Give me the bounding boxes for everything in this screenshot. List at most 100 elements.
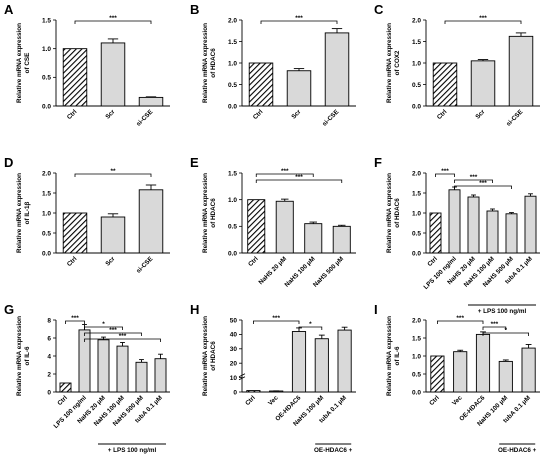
y-tick-label: 0.5 bbox=[412, 371, 421, 378]
significance-bracket bbox=[84, 338, 161, 342]
y-tick-label: 1.0 bbox=[228, 197, 237, 204]
y-axis-label: Relative mRNA expression of HDAC6 bbox=[202, 173, 217, 253]
significance-label: *** bbox=[272, 315, 280, 322]
y-tick-label: 1.0 bbox=[412, 60, 421, 67]
significance-label: *** bbox=[479, 180, 487, 187]
bar bbox=[62, 48, 88, 107]
x-tick-label: Vec bbox=[451, 394, 464, 407]
y-tick-label: 1.5 bbox=[412, 335, 421, 342]
panel-letter: C bbox=[374, 2, 384, 17]
y-axis-label: Relative mRNA expression of IL-6 bbox=[386, 316, 401, 396]
y-axis-label-line: of IL-6 bbox=[394, 346, 401, 365]
y-tick-label: 4 bbox=[47, 353, 51, 360]
significance-label: *** bbox=[295, 15, 303, 22]
significance-bracket bbox=[74, 20, 152, 24]
y-axis-label-line: Relative mRNA expression bbox=[202, 23, 209, 103]
x-tick-label: Ctrl bbox=[66, 255, 79, 268]
significance-bracket bbox=[298, 326, 323, 330]
bar bbox=[429, 212, 442, 254]
x-tick-label: Ctrl bbox=[252, 108, 265, 121]
y-tick-label: 1.0 bbox=[42, 210, 51, 217]
x-tick-label: Ctrl bbox=[244, 394, 257, 407]
bar bbox=[97, 339, 110, 393]
y-axis-label-line: of COX2 bbox=[394, 50, 401, 75]
significance-label: *** bbox=[479, 15, 487, 22]
x-tick-label: Ctrl bbox=[66, 108, 79, 121]
significance-label: *** bbox=[441, 168, 449, 175]
significance-bracket bbox=[454, 179, 493, 183]
y-tick-label: 8 bbox=[47, 317, 51, 324]
x-tick-label: si-CSE bbox=[135, 108, 154, 127]
bar bbox=[246, 390, 261, 393]
y-axis-label: Relative mRNA expression of HDAC6 bbox=[202, 23, 217, 103]
significance-label: *** bbox=[119, 333, 127, 340]
bar bbox=[324, 32, 350, 107]
y-tick-label: 0.0 bbox=[228, 250, 237, 257]
x-tick-label: si-CSE bbox=[321, 108, 340, 127]
y-axis-label-line: of HDAC6 bbox=[210, 341, 217, 371]
panel-letter: H bbox=[190, 302, 199, 317]
y-tick-label: 1.5 bbox=[42, 17, 51, 24]
y-tick-label: 0.5 bbox=[228, 82, 237, 89]
y-tick-label: 1.5 bbox=[42, 190, 51, 197]
y-axis-label-line: Relative mRNA expression bbox=[16, 173, 23, 253]
x-tick-label: Scr bbox=[290, 108, 303, 121]
y-axis-label-line: of HDAC6 bbox=[210, 198, 217, 228]
bar bbox=[304, 223, 323, 254]
bar bbox=[448, 189, 461, 254]
y-axis-label-line: Relative mRNA expression bbox=[16, 23, 23, 103]
significance-bracket bbox=[482, 326, 507, 330]
x-tick-label: Ctrl bbox=[56, 394, 69, 407]
x-tick-label: Scr bbox=[474, 108, 487, 121]
x-tick-label: Ctrl bbox=[428, 394, 441, 407]
significance-bracket bbox=[74, 173, 152, 177]
y-axis-label: Relative mRNA expression of HDAC6 bbox=[202, 316, 217, 396]
y-tick-label: 1.5 bbox=[412, 39, 421, 46]
x-tick-label: Scr bbox=[104, 255, 117, 268]
bar bbox=[430, 355, 445, 393]
bar bbox=[291, 331, 307, 393]
bar bbox=[453, 351, 468, 393]
y-tick-label: 40 bbox=[230, 332, 238, 339]
bar bbox=[100, 216, 126, 254]
y-axis-label-line: of IL-6 bbox=[24, 346, 31, 365]
y-tick-label: 2.0 bbox=[412, 17, 421, 24]
x-tick-label: NaHS 500 μM bbox=[312, 255, 345, 288]
group-bracket-label: OE-HDAC6 + bbox=[314, 447, 353, 454]
significance-bracket bbox=[65, 320, 85, 324]
bar bbox=[508, 35, 534, 107]
significance-bracket bbox=[84, 326, 123, 330]
bar bbox=[314, 338, 329, 393]
significance-bracket bbox=[435, 173, 455, 177]
x-tick-label: Ctrl bbox=[436, 108, 449, 121]
significance-bracket bbox=[255, 179, 343, 183]
y-tick-label: 0.0 bbox=[412, 389, 421, 396]
y-axis-label-line: Relative mRNA expression bbox=[386, 23, 393, 103]
significance-bracket bbox=[444, 20, 522, 24]
x-tick-label: Ctrl bbox=[247, 255, 260, 268]
x-tick-label: Scr bbox=[104, 108, 117, 121]
panel-letter: A bbox=[4, 2, 14, 17]
panel-letter: I bbox=[374, 302, 378, 317]
bar bbox=[154, 358, 167, 393]
bar bbox=[432, 62, 458, 107]
y-tick-label: 0.0 bbox=[42, 250, 51, 257]
panel-f: F Relative mRNA expression of HDAC6 0.0 0.5 1… bbox=[374, 155, 540, 315]
panel-i: I Relative mRNA expression of IL-6 0.0 0.5 1.… bbox=[374, 302, 540, 454]
y-tick-label: 0.0 bbox=[412, 250, 421, 257]
group-bracket-label: OE-HDAC6 + bbox=[498, 447, 537, 454]
bar bbox=[248, 62, 274, 107]
y-tick-label: 20 bbox=[230, 361, 238, 368]
panel-letter: D bbox=[4, 155, 13, 170]
y-tick-label: 0.5 bbox=[412, 82, 421, 89]
bar bbox=[62, 212, 88, 254]
significance-label: *** bbox=[456, 315, 464, 322]
significance-label: * bbox=[102, 321, 105, 328]
y-tick-label: 10 bbox=[230, 375, 238, 382]
y-tick-label: 0.5 bbox=[42, 230, 51, 237]
panel-letter: F bbox=[374, 155, 382, 170]
